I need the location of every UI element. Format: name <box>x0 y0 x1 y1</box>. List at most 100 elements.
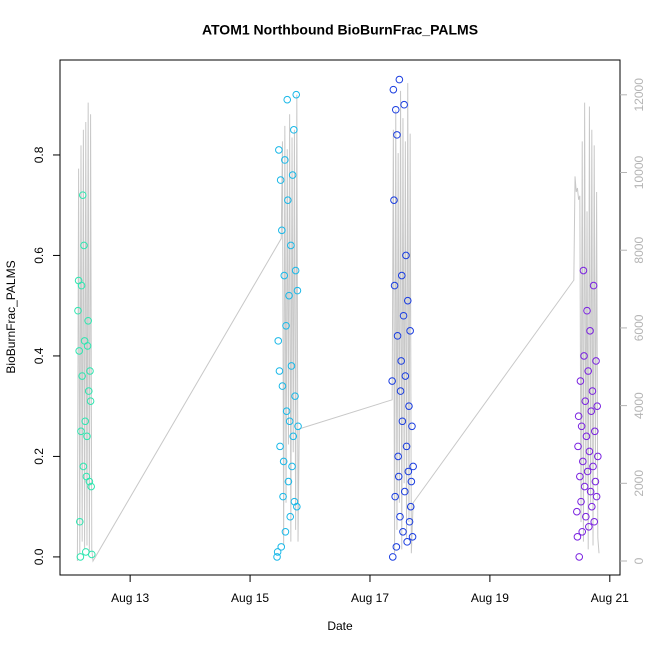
data-point <box>279 457 288 466</box>
data-point <box>276 442 284 451</box>
data-point <box>590 517 599 526</box>
data-point <box>403 296 412 305</box>
data-point <box>287 241 295 250</box>
data-point <box>591 477 600 486</box>
data-point <box>281 527 290 536</box>
data-point <box>388 553 397 561</box>
x-axis-label: Date <box>327 619 353 633</box>
data-point <box>81 417 89 426</box>
data-point <box>586 487 595 496</box>
data-point <box>396 387 405 395</box>
data-point <box>395 75 404 84</box>
data-point <box>293 286 302 295</box>
data-point <box>406 327 414 335</box>
data-point <box>86 367 94 375</box>
data-point <box>591 427 599 436</box>
data-point <box>579 457 587 466</box>
data-point <box>285 291 293 300</box>
data-point <box>75 517 84 526</box>
x-tick-label: Aug 15 <box>231 591 269 605</box>
x-tick-label: Aug 17 <box>351 591 389 605</box>
y2-tick-label: 2000 <box>632 470 646 497</box>
data-point <box>399 527 407 536</box>
data-point <box>403 538 411 546</box>
data-point <box>589 462 597 471</box>
data-point <box>279 492 287 501</box>
data-point <box>289 432 298 441</box>
x-tick-label: Aug 13 <box>111 591 149 605</box>
data-point <box>580 482 589 491</box>
data-point <box>405 517 414 526</box>
data-point <box>75 347 83 355</box>
data-point <box>389 85 398 94</box>
data-point <box>582 512 590 521</box>
data-point <box>575 553 584 561</box>
data-point <box>401 372 410 380</box>
data-point <box>396 512 404 521</box>
data-point <box>74 306 82 315</box>
y-axis-label: BioBurnFrac_PALMS <box>4 260 18 373</box>
data-point <box>84 316 92 325</box>
data-point <box>407 477 416 486</box>
y2-tick-label: 8000 <box>632 237 646 264</box>
data-point <box>578 527 587 536</box>
data-point <box>77 427 85 436</box>
data-point <box>400 100 408 109</box>
data-point <box>391 492 399 501</box>
data-point <box>408 422 416 431</box>
data-point <box>80 241 88 250</box>
data-point <box>398 417 407 426</box>
data-point <box>278 382 287 390</box>
x-tick-label: Aug 19 <box>471 591 509 605</box>
data-point <box>588 387 597 395</box>
data-point <box>574 412 583 421</box>
data-point <box>291 392 299 400</box>
data-point <box>574 442 582 451</box>
data-point <box>283 95 292 104</box>
y2-tick-label: 6000 <box>632 314 646 341</box>
data-point <box>293 502 301 511</box>
data-point <box>86 397 95 405</box>
data-point <box>277 543 286 551</box>
data-point <box>405 402 413 410</box>
data-point <box>276 176 285 184</box>
data-point <box>393 332 402 340</box>
data-point <box>87 482 95 491</box>
y-tick-label: 0.6 <box>32 247 46 264</box>
data-point <box>584 367 593 375</box>
data-point <box>587 407 596 416</box>
data-point <box>85 477 94 486</box>
data-point <box>275 367 284 375</box>
data-point <box>573 507 581 516</box>
data-point <box>390 281 399 290</box>
data-point <box>576 377 585 385</box>
data-point <box>579 266 588 275</box>
data-point <box>583 467 592 476</box>
data-point <box>409 462 417 471</box>
data-point <box>394 452 402 461</box>
data-point <box>83 342 92 350</box>
data-point <box>79 462 88 471</box>
data-point <box>399 311 408 320</box>
data-point <box>400 487 409 496</box>
data-point <box>278 226 286 235</box>
data-point <box>588 502 596 511</box>
data-point <box>78 372 86 380</box>
data-point <box>280 271 289 280</box>
data-point <box>394 472 403 481</box>
data-point <box>594 452 602 461</box>
data-point <box>397 271 406 280</box>
data-point <box>408 533 417 541</box>
y2-tick-label: 0 <box>632 557 646 564</box>
y-tick-label: 0.2 <box>32 448 46 465</box>
data-point <box>285 417 294 426</box>
data-point <box>284 477 293 486</box>
y-tick-label: 0.4 <box>32 347 46 364</box>
altitude-line <box>76 83 600 563</box>
data-point <box>391 105 400 114</box>
data-point <box>294 422 302 431</box>
data-point <box>288 171 297 179</box>
data-point <box>583 306 591 315</box>
data-point <box>397 357 405 365</box>
